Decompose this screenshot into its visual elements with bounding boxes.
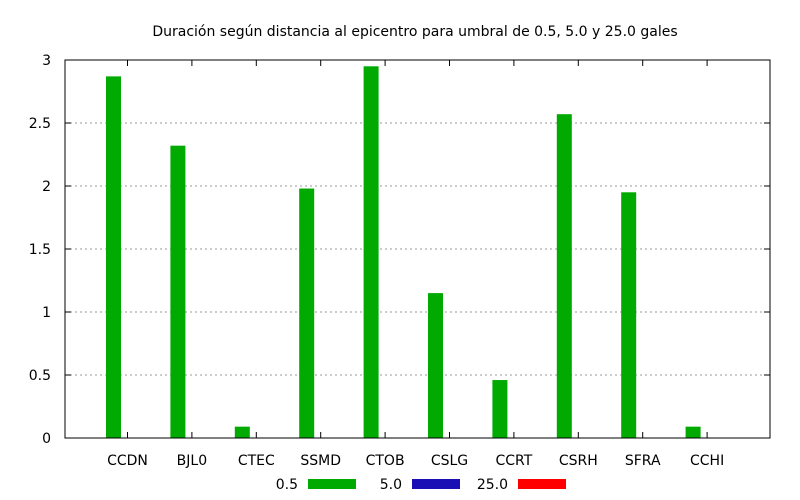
bar-bjl0-series-0 xyxy=(170,145,186,438)
y-axis: 0 0.5 1 1.5 2 2.5 3 xyxy=(29,53,770,447)
y-tick-label: 3 xyxy=(42,53,51,69)
legend: 0.5 5.0 25.0 xyxy=(276,477,566,493)
bar-ccdn-series-0 xyxy=(106,76,121,438)
x-tick-label: CTEC xyxy=(238,453,275,469)
x-tick-label: BJL0 xyxy=(177,453,207,469)
y-tick-label: 1 xyxy=(42,305,51,321)
x-tick-label: SSMD xyxy=(300,453,341,469)
x-tick-label: CTOB xyxy=(366,453,405,469)
y-tick-label: 2.5 xyxy=(29,116,51,132)
bar-cslg-series-0 xyxy=(428,293,443,438)
y-tick-label: 0.5 xyxy=(29,368,51,384)
legend-swatch xyxy=(308,479,356,489)
legend-swatch xyxy=(412,479,460,489)
y-tick-label: 0 xyxy=(42,431,51,447)
x-tick-label: CSLG xyxy=(431,453,468,469)
x-tick-label: SFRA xyxy=(625,453,661,469)
bar-ctob-series-0 xyxy=(363,66,379,439)
x-tick-label: CCHI xyxy=(690,453,724,469)
bar-ctec-series-0 xyxy=(234,426,250,438)
chart-title: Duración según distancia al epicentro pa… xyxy=(152,24,677,40)
bars-group xyxy=(106,66,701,439)
legend-label: 5.0 xyxy=(380,477,402,493)
bar-ccrt-series-0 xyxy=(492,380,508,438)
bar-ssmd-series-0 xyxy=(299,188,315,438)
x-axis: CCDN BJL0 CTEC SSMD CTOB CSLG CCRT CSRH SFRA CCHI xyxy=(107,60,724,469)
x-tick-label: CSRH xyxy=(559,453,598,469)
y-tick-label: 1.5 xyxy=(29,242,51,258)
bar-sfra-series-0 xyxy=(621,192,637,438)
y-tick-label: 2 xyxy=(42,179,51,195)
x-tick-label: CCRT xyxy=(495,453,532,469)
bar-csrh-series-0 xyxy=(556,114,572,439)
legend-swatch xyxy=(518,479,566,489)
legend-label: 25.0 xyxy=(477,477,508,493)
x-tick-label: CCDN xyxy=(107,453,148,469)
legend-label: 0.5 xyxy=(276,477,298,493)
bar-cchi-series-0 xyxy=(685,426,701,438)
